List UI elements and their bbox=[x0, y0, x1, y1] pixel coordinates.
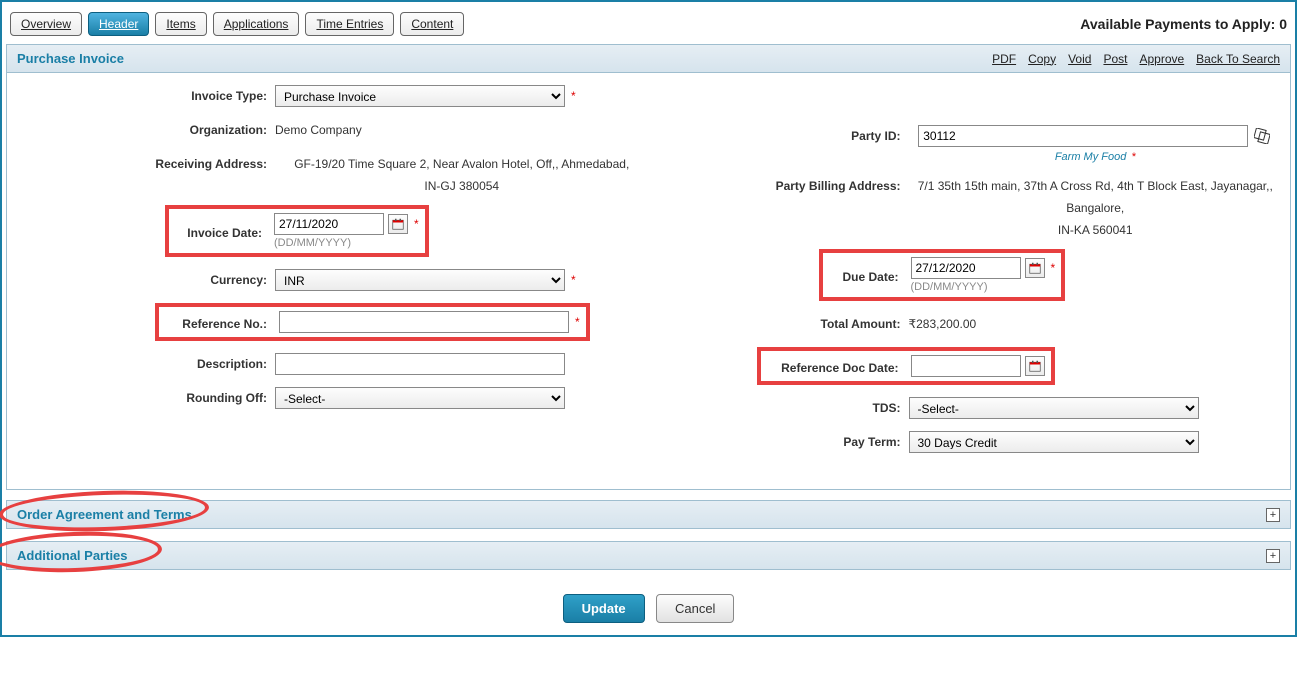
label-due-date: Due Date: bbox=[829, 266, 907, 284]
required-marker: * bbox=[1131, 151, 1135, 163]
label-reference-no: Reference No.: bbox=[165, 313, 275, 331]
value-total-amount: ₹283,200.00 bbox=[909, 313, 1283, 331]
highlight-reference-no: Reference No.: * bbox=[155, 303, 590, 341]
label-invoice-date: Invoice Date: bbox=[175, 222, 270, 240]
calendar-icon[interactable] bbox=[388, 214, 408, 234]
label-rounding-off: Rounding Off: bbox=[15, 387, 275, 405]
date-format-hint: (DD/MM/YYYY) bbox=[911, 281, 1056, 293]
panel-title: Purchase Invoice bbox=[17, 51, 124, 66]
select-rounding-off[interactable]: -Select- bbox=[275, 387, 565, 409]
date-format-hint: (DD/MM/YYYY) bbox=[274, 237, 419, 249]
input-due-date[interactable] bbox=[911, 257, 1021, 279]
select-pay-term[interactable]: 30 Days Credit bbox=[909, 431, 1199, 453]
accordion-order-agreement: Order Agreement and Terms + bbox=[6, 500, 1291, 529]
required-marker: * bbox=[571, 89, 576, 103]
label-organization: Organization: bbox=[15, 119, 275, 137]
billing-address-line1: 7/1 35th 15th main, 37th A Cross Rd, 4th… bbox=[918, 175, 1273, 193]
label-reference-doc-date: Reference Doc Date: bbox=[767, 357, 907, 375]
highlight-invoice-date: Invoice Date: * (DD/M bbox=[165, 205, 429, 257]
calendar-icon[interactable] bbox=[1025, 258, 1045, 278]
billing-address-line2: Bangalore, bbox=[1066, 197, 1124, 215]
required-marker: * bbox=[414, 217, 419, 231]
label-receiving-address: Receiving Address: bbox=[15, 153, 275, 171]
billing-address-line3: IN-KA 560041 bbox=[1058, 219, 1133, 237]
label-invoice-type: Invoice Type: bbox=[15, 85, 275, 103]
accordion-additional-parties: Additional Parties + bbox=[6, 541, 1291, 570]
value-organization: Demo Company bbox=[275, 119, 649, 137]
label-currency: Currency: bbox=[15, 269, 275, 287]
lookup-icon[interactable] bbox=[1252, 126, 1272, 146]
tab-items[interactable]: Items bbox=[155, 12, 206, 36]
input-invoice-date[interactable] bbox=[274, 213, 384, 235]
select-tds[interactable]: -Select- bbox=[909, 397, 1199, 419]
available-payments-label: Available Payments to Apply: 0 bbox=[1080, 16, 1287, 32]
label-party-id: Party ID: bbox=[649, 125, 909, 143]
accordion-title-additional-parties[interactable]: Additional Parties bbox=[17, 548, 128, 563]
cancel-button[interactable]: Cancel bbox=[656, 594, 734, 623]
input-party-id[interactable] bbox=[918, 125, 1248, 147]
label-party-billing-address: Party Billing Address: bbox=[649, 175, 909, 193]
purchase-invoice-panel: Purchase Invoice PDF Copy Void Post Appr… bbox=[6, 44, 1291, 490]
tab-header[interactable]: Header bbox=[88, 12, 149, 36]
calendar-icon[interactable] bbox=[1025, 356, 1045, 376]
accordion-title-order-agreement[interactable]: Order Agreement and Terms bbox=[17, 507, 192, 522]
highlight-reference-doc-date: Reference Doc Date: bbox=[757, 347, 1055, 385]
label-total-amount: Total Amount: bbox=[649, 313, 909, 331]
select-currency[interactable]: INR bbox=[275, 269, 565, 291]
action-void[interactable]: Void bbox=[1068, 52, 1091, 66]
receiving-address-line1: GF-19/20 Time Square 2, Near Avalon Hote… bbox=[294, 153, 629, 171]
tab-content[interactable]: Content bbox=[400, 12, 464, 36]
required-marker: * bbox=[575, 315, 580, 329]
action-copy[interactable]: Copy bbox=[1028, 52, 1056, 66]
select-invoice-type[interactable]: Purchase Invoice bbox=[275, 85, 565, 107]
expand-icon[interactable]: + bbox=[1266, 549, 1280, 563]
action-approve[interactable]: Approve bbox=[1139, 52, 1184, 66]
required-marker: * bbox=[571, 273, 576, 287]
input-reference-doc-date[interactable] bbox=[911, 355, 1021, 377]
receiving-address-line2: IN-GJ 380054 bbox=[424, 175, 499, 193]
expand-icon[interactable]: + bbox=[1266, 508, 1280, 522]
label-pay-term: Pay Term: bbox=[649, 431, 909, 449]
tab-bar: Overview Header Items Applications Time … bbox=[10, 12, 464, 36]
action-back-to-search[interactable]: Back To Search bbox=[1196, 52, 1280, 66]
update-button[interactable]: Update bbox=[563, 594, 645, 623]
highlight-due-date: Due Date: * (DD/MM/YY bbox=[819, 249, 1066, 301]
label-description: Description: bbox=[15, 353, 275, 371]
action-post[interactable]: Post bbox=[1103, 52, 1127, 66]
party-name-link[interactable]: Farm My Food bbox=[1055, 151, 1130, 163]
tab-overview[interactable]: Overview bbox=[10, 12, 82, 36]
required-marker: * bbox=[1051, 261, 1056, 275]
tab-applications[interactable]: Applications bbox=[213, 12, 300, 36]
label-tds: TDS: bbox=[649, 397, 909, 415]
tab-time-entries[interactable]: Time Entries bbox=[305, 12, 394, 36]
input-reference-no[interactable] bbox=[279, 311, 569, 333]
input-description[interactable] bbox=[275, 353, 565, 375]
action-pdf[interactable]: PDF bbox=[992, 52, 1016, 66]
